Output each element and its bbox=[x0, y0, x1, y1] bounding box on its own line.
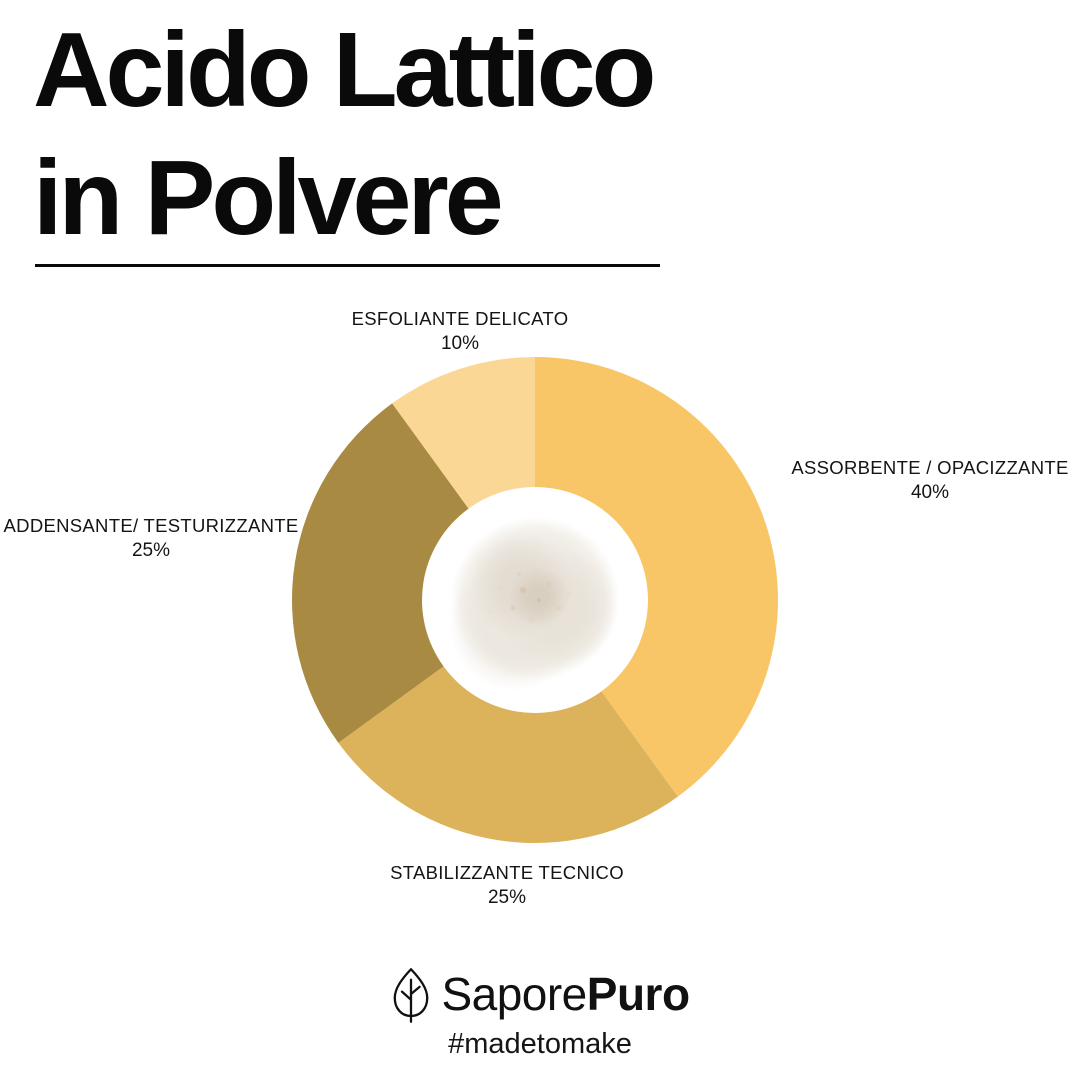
slice-label-assorbente-opacizzante: ASSORBENTE / OPACIZZANTE 40% bbox=[745, 455, 1080, 505]
slice-label-text: ESFOLIANTE DELICATO bbox=[351, 308, 569, 329]
donut-slice-3 bbox=[392, 357, 535, 509]
slice-value-text: 25% bbox=[131, 540, 171, 561]
slice-label-addensante-testurizzante: ADDENSANTE/ TESTURIZZANTE 25% bbox=[0, 513, 302, 563]
donut-slice-2 bbox=[292, 403, 469, 743]
slice-label-text: ADDENSANTE/ TESTURIZZANTE bbox=[3, 515, 299, 536]
slice-label-stabilizzante-tecnico: STABILIZZANTE TECNICO 25% bbox=[332, 860, 682, 910]
brand-logo: SaporePuro bbox=[0, 964, 1080, 1024]
powder-photo bbox=[425, 490, 645, 710]
donut-slice-0 bbox=[535, 357, 778, 797]
title-underline bbox=[35, 264, 660, 267]
slice-value-text: 25% bbox=[487, 887, 527, 908]
slice-value-text: 10% bbox=[440, 333, 480, 354]
brand-hashtag: #madetomake bbox=[448, 1028, 632, 1060]
brand-name: SaporePuro bbox=[441, 967, 690, 1021]
slice-label-text: STABILIZZANTE TECNICO bbox=[390, 862, 624, 883]
donut-slice-1 bbox=[338, 666, 678, 843]
brand-name-regular: Sapore bbox=[441, 968, 587, 1020]
page-title-line-1: Acido Lattico bbox=[33, 11, 656, 129]
leaf-icon bbox=[394, 968, 429, 1023]
brand-name-bold: Puro bbox=[586, 968, 690, 1020]
slice-value-text: 40% bbox=[910, 482, 950, 503]
slice-label-text: ASSORBENTE / OPACIZZANTE bbox=[791, 457, 1069, 478]
powder-blob bbox=[426, 493, 644, 705]
page-title: Acido Lattico in Polvere bbox=[33, 6, 656, 263]
slice-label-esfoliante-delicato: ESFOLIANTE DELICATO 10% bbox=[285, 306, 635, 356]
powder-speckles bbox=[425, 490, 429, 494]
page-title-line-2: in Polvere bbox=[33, 139, 504, 258]
